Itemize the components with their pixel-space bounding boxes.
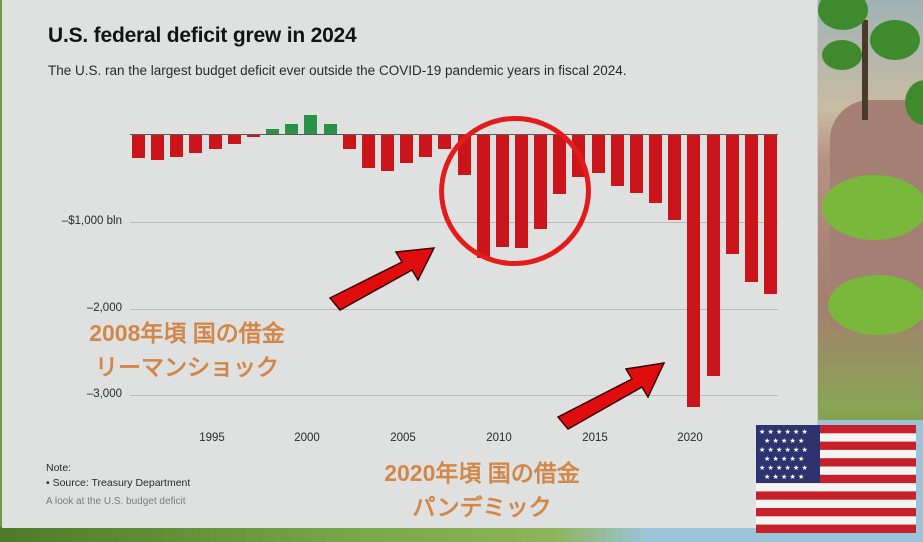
bar-2006 — [419, 135, 433, 157]
note-source: • Source: Treasury Department — [46, 477, 191, 489]
tree-canopy — [822, 40, 862, 70]
bar-2010 — [495, 135, 509, 248]
bar-1994 — [189, 135, 203, 153]
bar-2015 — [591, 135, 605, 173]
tree-trunk — [862, 20, 868, 120]
gridline-3000 — [130, 395, 778, 396]
gridline-2000 — [130, 309, 778, 310]
bar-2016 — [610, 135, 624, 186]
bar-2007 — [438, 135, 452, 149]
bar-2008 — [457, 135, 471, 175]
chart-subtitle: The U.S. ran the largest budget deficit … — [48, 63, 627, 78]
bar-1997 — [246, 135, 260, 137]
y-tick-label: –$1,000 bln — [61, 215, 122, 227]
bar-1995 — [208, 135, 222, 150]
svg-text:★ ★ ★ ★ ★ ★: ★ ★ ★ ★ ★ ★ — [759, 446, 808, 454]
arrow-icon — [556, 362, 666, 430]
us-flag-icon: ★ ★ ★ ★ ★ ★ ★ ★ ★ ★ ★ ★ ★ ★ ★ ★ ★ ★ ★ ★ … — [756, 425, 916, 533]
bar-2018 — [649, 135, 663, 203]
bar-2022 — [725, 135, 739, 255]
bar-2020 — [687, 135, 701, 407]
x-tick-label: 2010 — [486, 432, 512, 444]
tree-canopy — [905, 80, 923, 125]
tree-canopy — [822, 175, 923, 240]
chart-title: U.S. federal deficit grew in 2024 — [48, 24, 357, 47]
bar-2004 — [380, 135, 394, 171]
tree-canopy — [828, 275, 923, 335]
scenery-ground — [0, 527, 923, 542]
svg-text:★ ★ ★ ★ ★ ★: ★ ★ ★ ★ ★ ★ — [759, 428, 808, 436]
bar-2002 — [342, 135, 356, 149]
bar-1992 — [151, 135, 165, 161]
arrow-icon — [328, 247, 436, 311]
bar-2000 — [304, 114, 318, 135]
bar-1998 — [266, 129, 280, 135]
bar-2012 — [534, 135, 548, 230]
note-heading: Note: — [46, 462, 72, 474]
annotation-2008-line2: リーマンショック — [95, 354, 279, 380]
bar-2003 — [361, 135, 375, 168]
bar-2001 — [323, 123, 337, 135]
svg-text:★ ★ ★ ★ ★ ★: ★ ★ ★ ★ ★ ★ — [759, 464, 808, 472]
annotation-2020-line2: パンデミック — [412, 494, 552, 520]
bar-chart: –$1,000 bln –2,000 –3,000 1995 2000 2005… — [2, 0, 818, 528]
bar-2019 — [668, 135, 682, 221]
tree-canopy — [870, 20, 920, 60]
y-tick-label: –2,000 — [86, 302, 122, 314]
zero-line — [130, 134, 778, 135]
y-tick-label: –3,000 — [86, 388, 122, 400]
bar-2024 — [763, 135, 777, 294]
bar-2009 — [476, 135, 490, 258]
x-tick-label: 1995 — [199, 432, 225, 444]
bar-2021 — [706, 135, 720, 376]
x-tick-label: 2005 — [390, 432, 416, 444]
bar-1993 — [170, 135, 184, 158]
chart-caption: A look at the U.S. budget deficit — [46, 496, 186, 507]
bar-2014 — [572, 135, 586, 178]
x-tick-label: 2015 — [582, 432, 608, 444]
svg-text:★ ★ ★ ★ ★: ★ ★ ★ ★ ★ — [764, 437, 804, 445]
bar-2017 — [629, 135, 643, 193]
x-tick-label: 2000 — [294, 432, 320, 444]
svg-text:★ ★ ★ ★ ★: ★ ★ ★ ★ ★ — [764, 455, 804, 463]
chart-card: U.S. federal deficit grew in 2024 The U.… — [2, 0, 818, 528]
bar-1999 — [285, 124, 299, 135]
bar-2005 — [400, 135, 414, 163]
bar-2023 — [744, 135, 758, 282]
bar-1996 — [227, 135, 241, 145]
bar-1991 — [132, 135, 145, 159]
annotation-2020-line1: 2020年頃 国の借金 — [384, 460, 580, 486]
bar-2011 — [515, 135, 528, 248]
annotation-2008-line1: 2008年頃 国の借金 — [89, 320, 285, 346]
svg-text:★ ★ ★ ★ ★: ★ ★ ★ ★ ★ — [764, 473, 804, 481]
x-tick-label: 2020 — [677, 432, 703, 444]
gridline-1000 — [130, 222, 778, 223]
bar-2013 — [553, 135, 567, 194]
